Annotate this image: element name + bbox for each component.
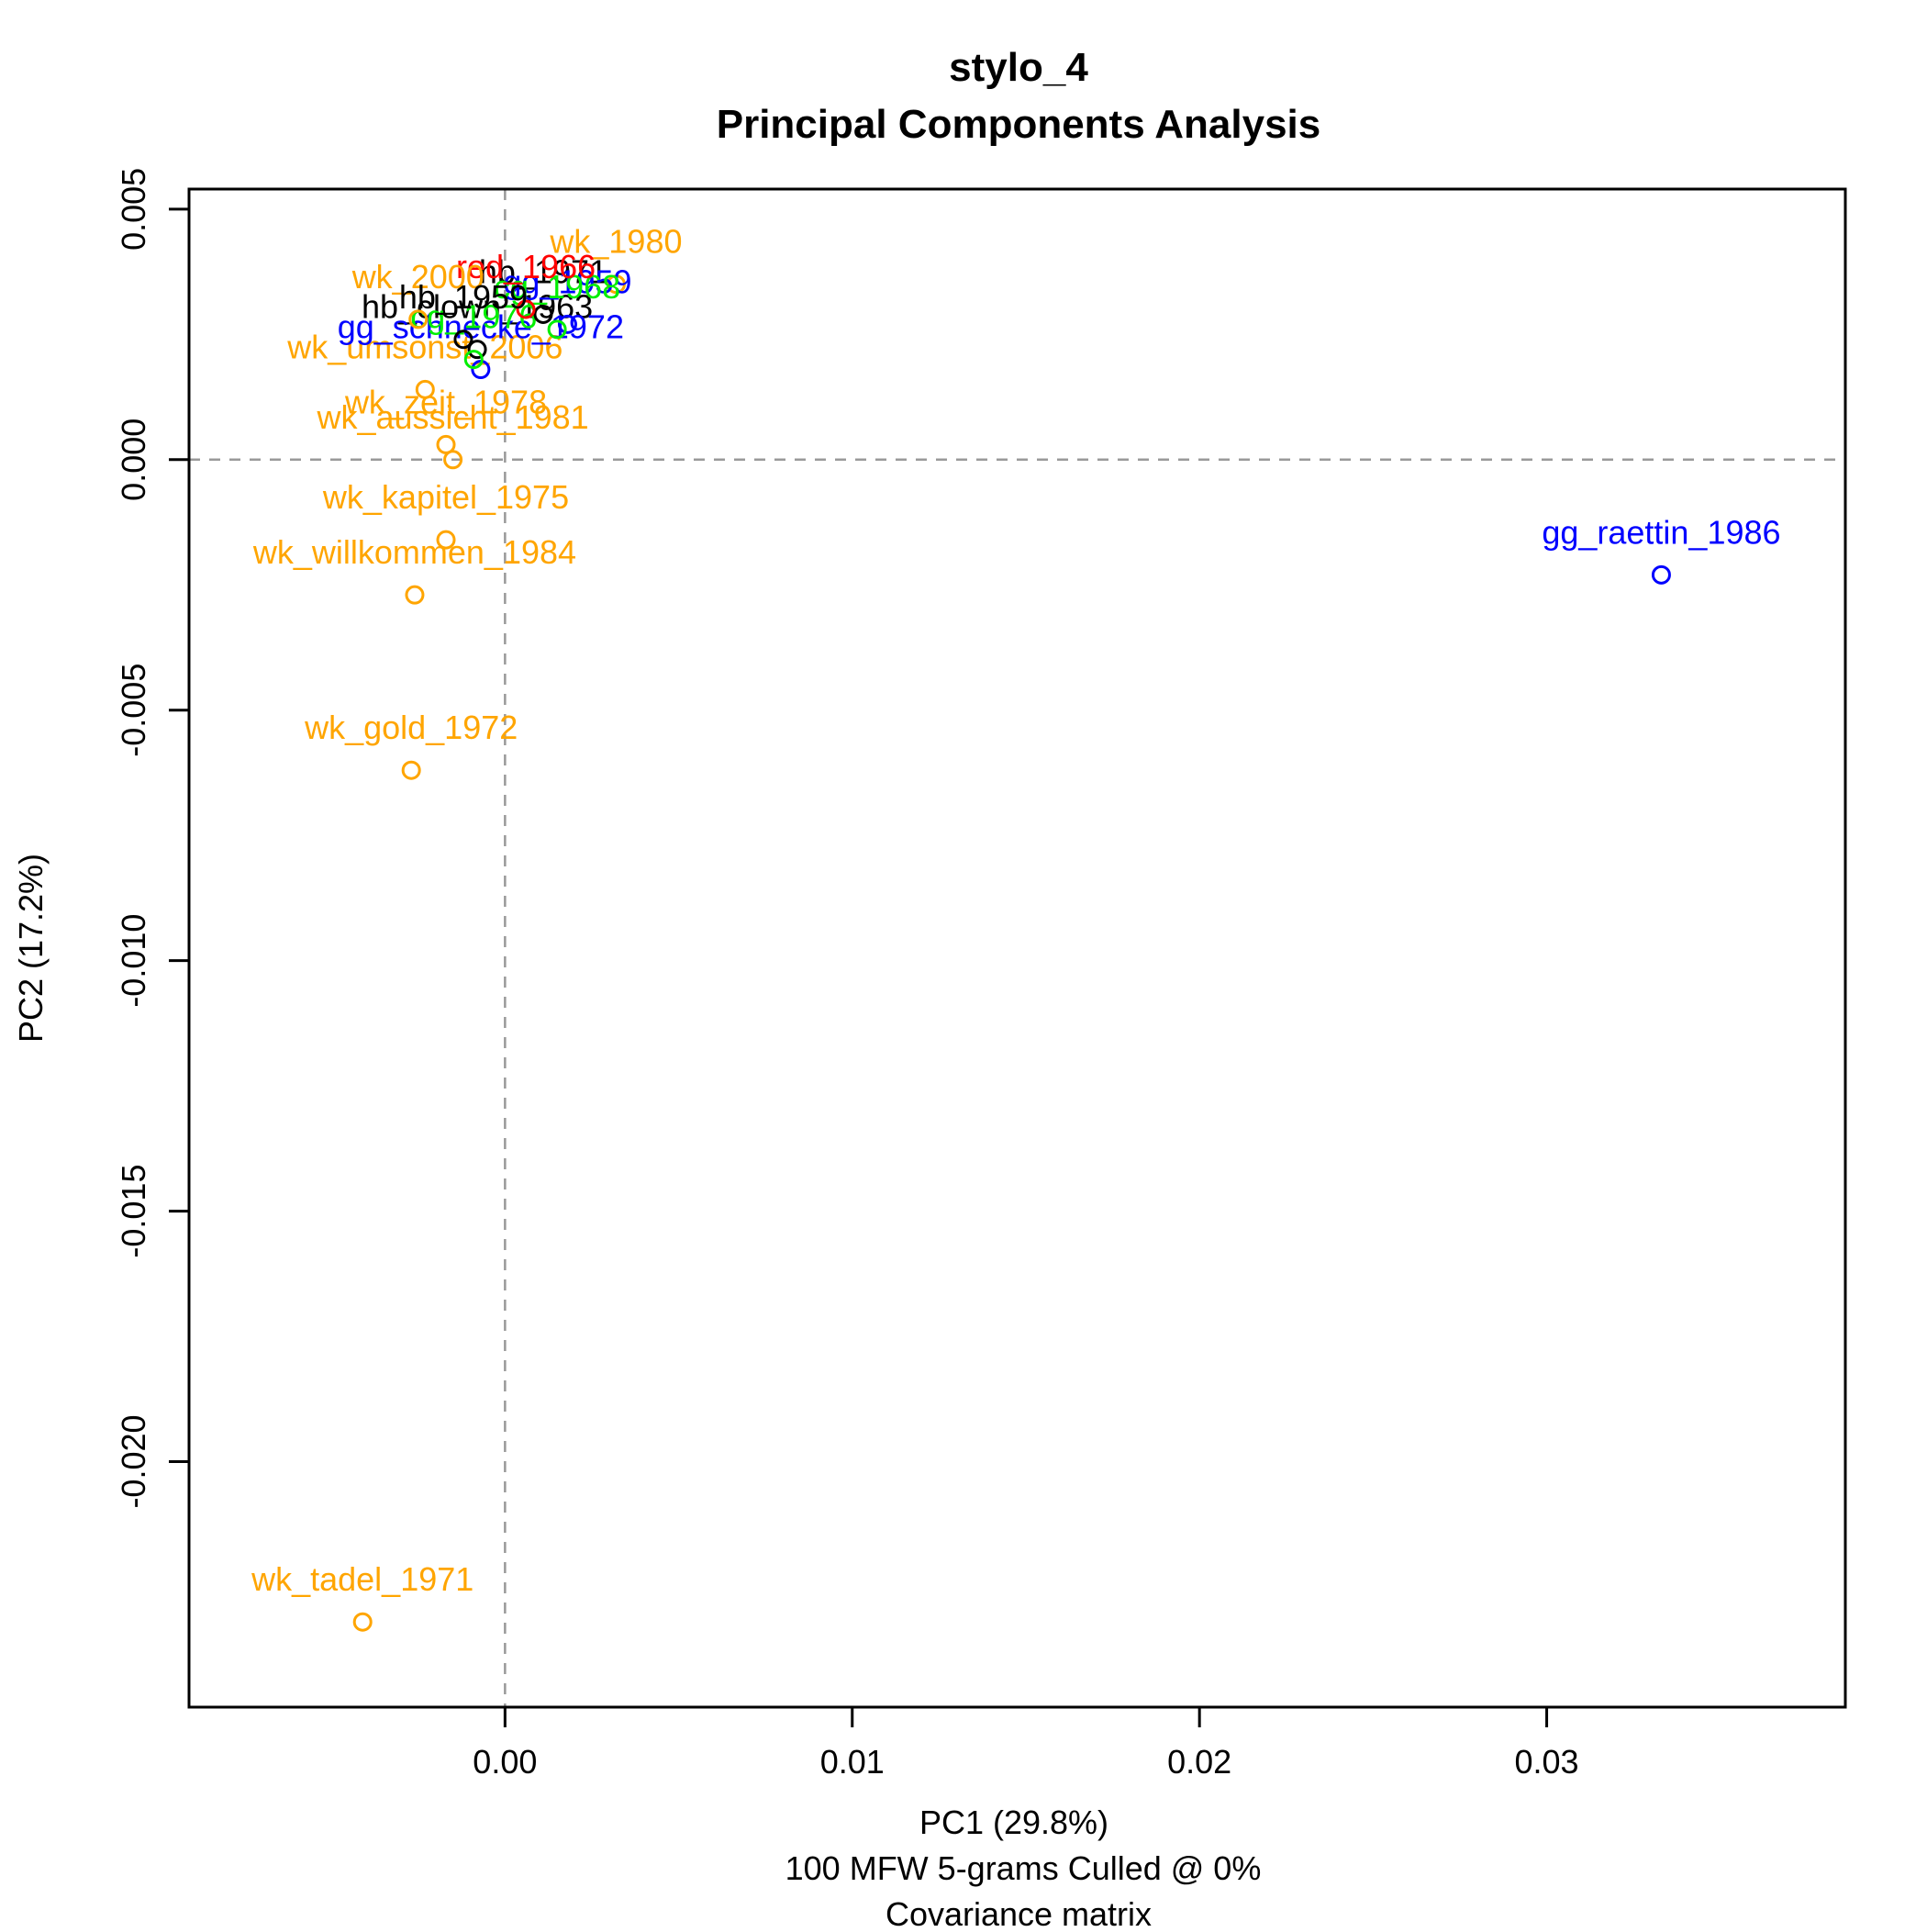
x-axis-label: PC1 (29.8%) [919,1804,1108,1841]
data-point [1651,564,1671,585]
y-axis-label: PC2 (17.2%) [12,854,50,1043]
data-point [415,379,435,399]
data-point-label: wk_1980 [549,223,682,261]
x-tick-label: 0.01 [820,1743,885,1781]
data-point-label: hb_1971 [479,252,607,290]
x-tick-label: 0.02 [1167,1743,1231,1781]
data-point [467,340,487,360]
chart-subtitle: Principal Components Analysis [717,102,1321,147]
y-tick-label: -0.015 [115,1165,152,1258]
x-tick-label: 0.00 [473,1743,537,1781]
data-point [405,585,425,605]
data-point [463,350,484,370]
data-point-label: wk_tadel_1971 [251,1560,473,1598]
data-point [352,1612,373,1632]
x-axis: 0.00 0.01 0.02 0.03 [473,1707,1579,1781]
data-point [443,450,463,470]
caption-line-1: 100 MFW 5-grams Culled @ 0% [785,1849,1262,1887]
x-tick-label: 0.03 [1515,1743,1579,1781]
y-tick-label: -0.005 [115,664,152,757]
y-tick-label: 0.005 [115,168,152,251]
data-point [401,760,421,780]
caption-line-2: Covariance matrix [886,1895,1152,1927]
data-point-label: hb_1959 [399,278,528,316]
y-tick-label: 0.000 [115,419,152,501]
y-tick-label: -0.020 [115,1414,152,1508]
chart-title: stylo_4 [949,45,1088,90]
data-point-label: gg_raettin_1986 [1542,513,1780,551]
data-point-label: hb_clown_1963 [362,288,593,326]
data-point-label: wk_2000 [351,258,485,296]
data-point [516,299,536,319]
data-point-label: gg_1959 [503,262,631,300]
data-point [436,434,456,454]
data-point [408,309,429,329]
data-point [436,530,456,550]
data-point [557,314,577,334]
data-point [453,329,473,350]
data-point-label: wk_willkommen_1984 [252,533,576,571]
plot-area: gg_raettin_1986 wk_tadel_1971 wk_gold_1972… [189,189,1845,1707]
data-point-label: wk_gold_1972 [304,709,518,746]
data-point-label: wk_kapitel_1975 [322,478,569,516]
data-point [547,319,567,340]
data-point-label: cg_1976 [410,298,537,336]
plot-frame [187,187,1847,1709]
data-point [606,274,626,295]
data-point-label: wk_zeit_1978 [344,383,547,420]
data-point-label: cg_1968 [494,268,620,306]
y-axis: 0.005 0.000 -0.005 -0.010 -0.015 -0.020 [115,168,189,1509]
data-point-label: wk_umsonst_2006 [286,328,563,365]
data-point-label: wk_aussicht_1981 [316,398,588,436]
y-tick-label: -0.010 [115,914,152,1008]
data-point [533,304,553,324]
data-point-label: red_1966 [456,248,596,285]
